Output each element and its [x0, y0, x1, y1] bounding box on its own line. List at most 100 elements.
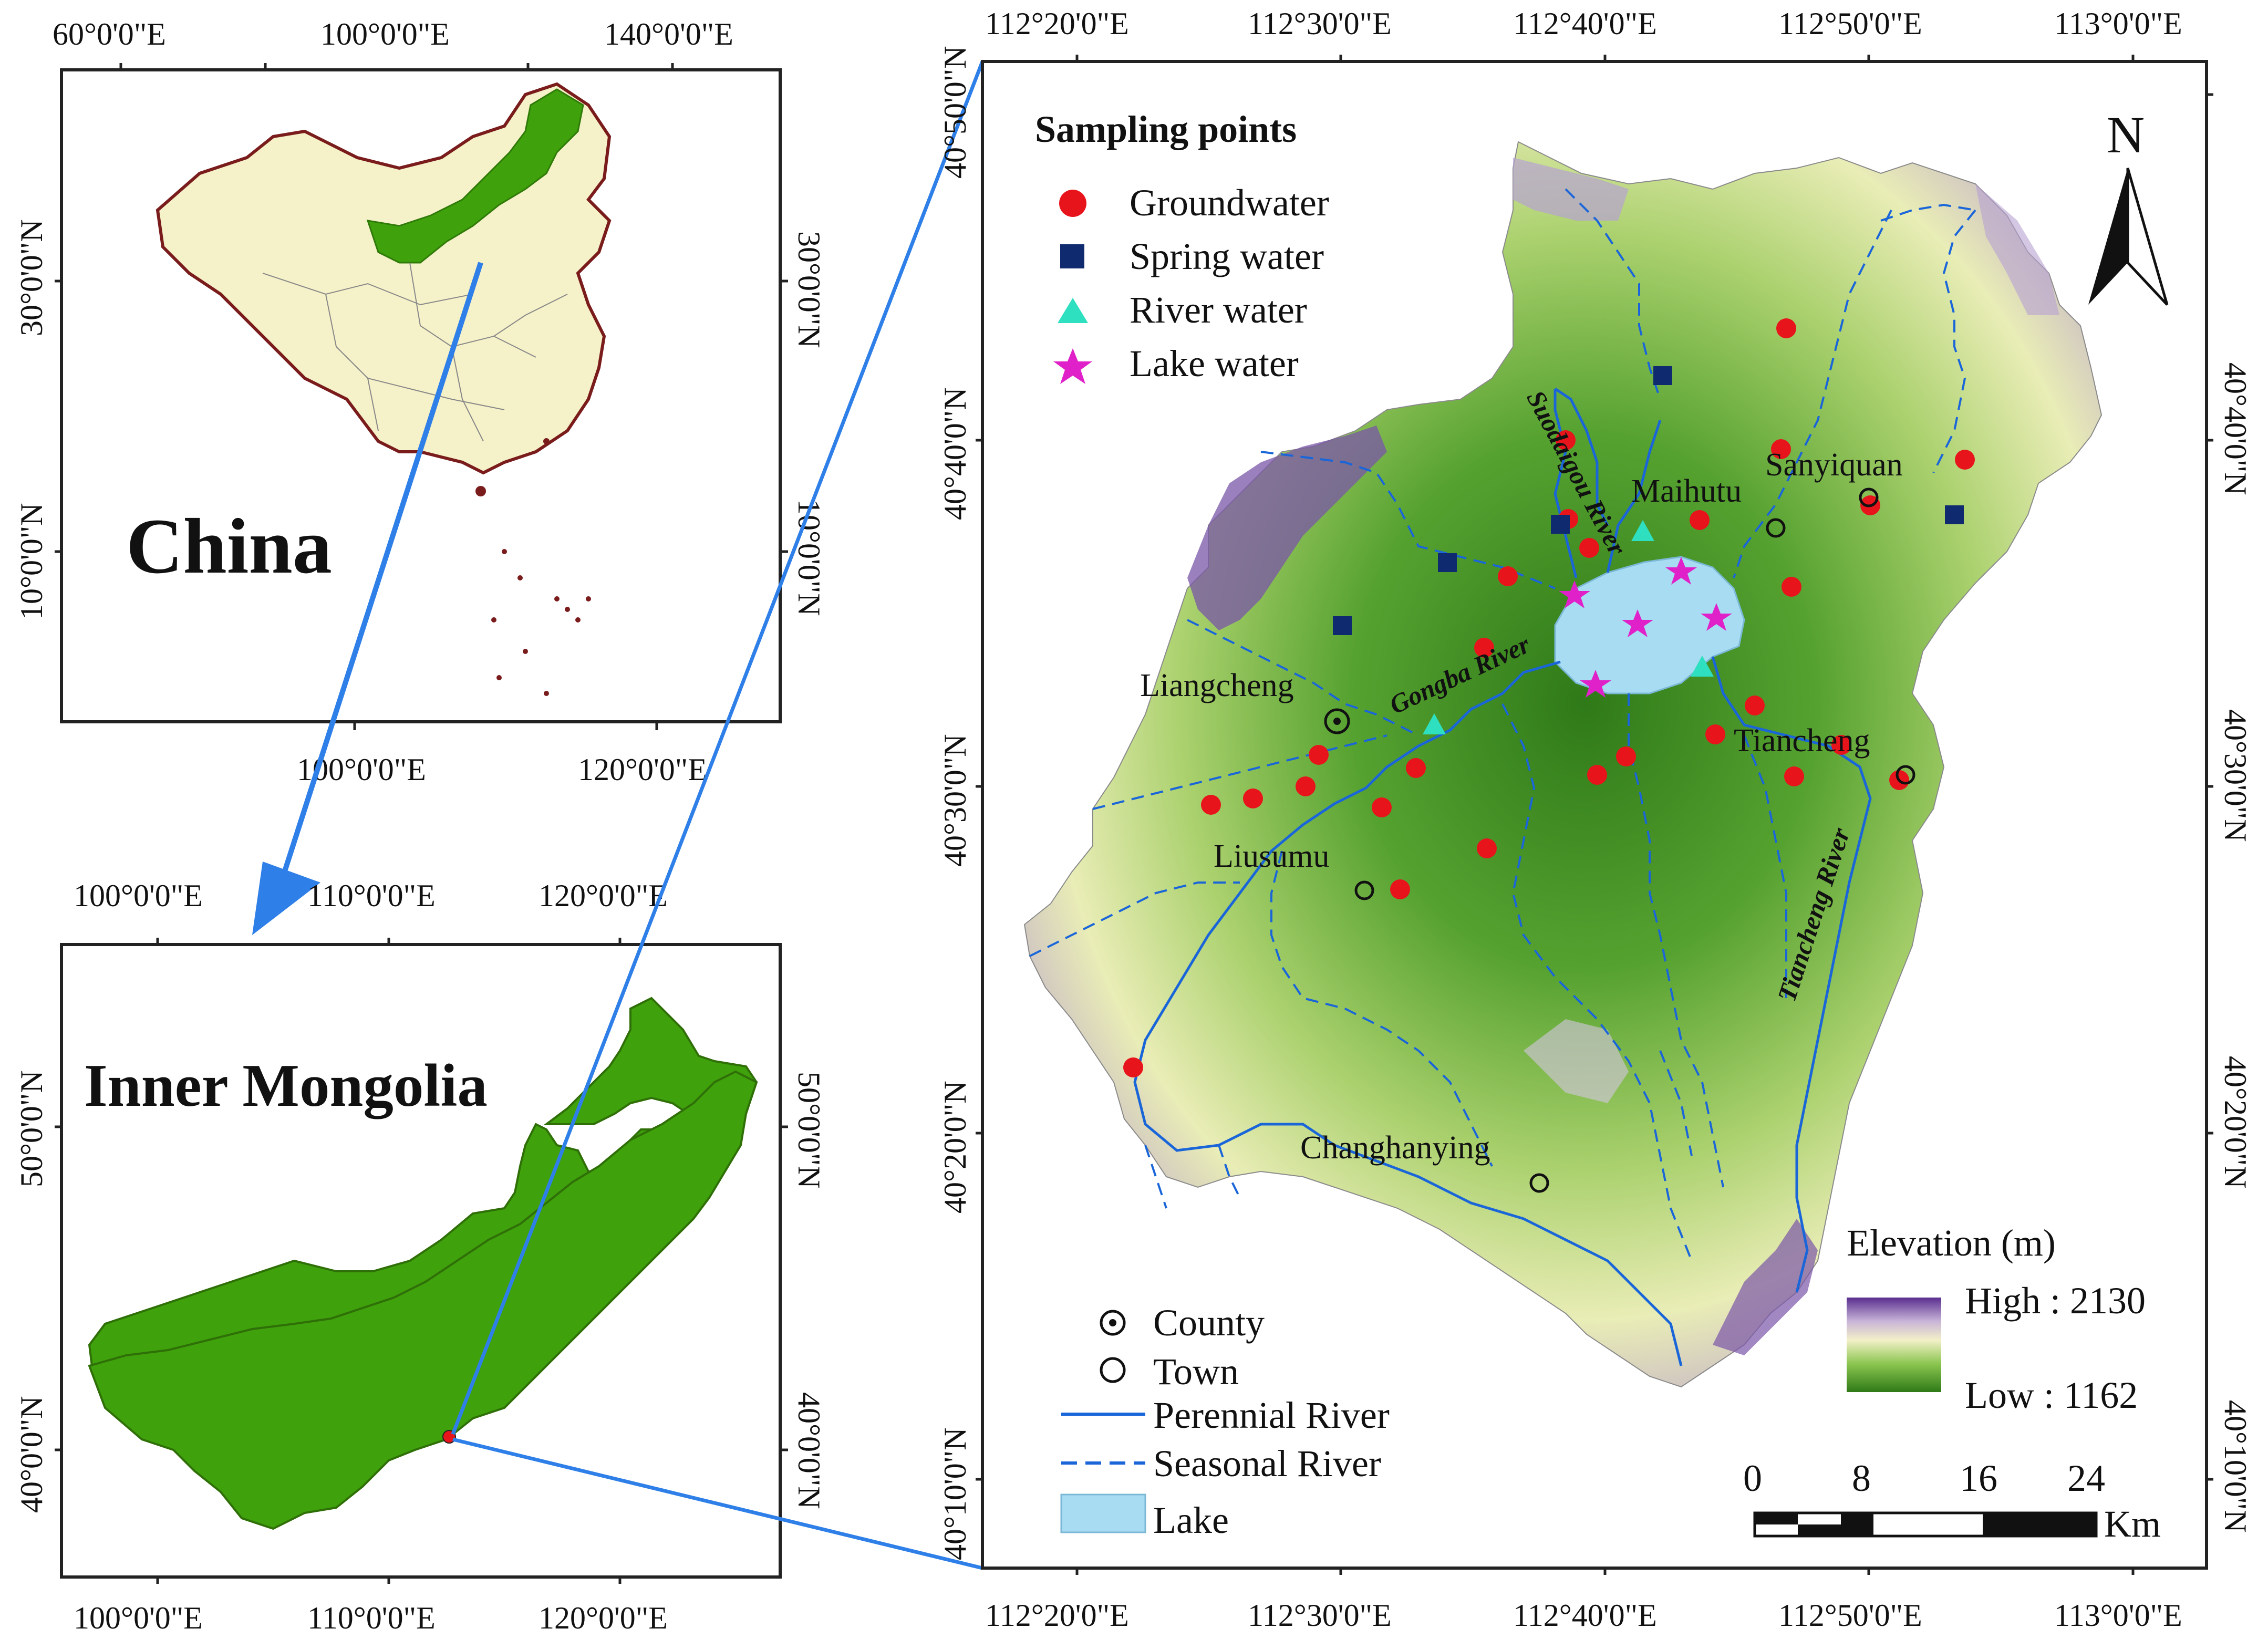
legend-perennial-label: Perennial River [1153, 1394, 1390, 1436]
town-marker [1354, 880, 1374, 900]
study-top-tick-0: 112°20'0"E [985, 6, 1129, 41]
im-left-tick-1: 40°0'0"N [14, 1396, 49, 1513]
study-bottom-tick-3: 112°50'0"E [1778, 1598, 1922, 1633]
legend-groundwater-label: Groundwater [1130, 182, 1329, 224]
legend-seasonal-label: Seasonal River [1153, 1443, 1381, 1485]
groundwater-point [1705, 724, 1725, 744]
spring-point [1551, 515, 1570, 534]
legend-lake-label: Lake water [1130, 343, 1299, 385]
study-left-tick-4: 40°10'0"N [938, 1427, 972, 1560]
study-tick-marks [976, 55, 2213, 1575]
groundwater-point [1784, 766, 1804, 786]
china-title: China [126, 503, 332, 590]
place-tiancheng: Tiancheng [1734, 723, 1870, 759]
river-water-point [1631, 520, 1654, 541]
study-left-tick-0: 40°50'0"N [938, 46, 972, 179]
legend-town-label: Town [1153, 1351, 1239, 1393]
groundwater-point [1243, 789, 1263, 808]
china-province-lines [262, 262, 568, 442]
im-right-tick-1: 40°0'0"N [792, 1392, 826, 1509]
im-top-tick-0: 100°0'0"E [74, 878, 203, 913]
place-liangcheng: Liangcheng [1140, 668, 1294, 703]
spring-point [1945, 505, 1964, 524]
study-bottom-tick-2: 112°40'0"E [1513, 1598, 1657, 1633]
groundwater-point [1616, 746, 1636, 766]
study-top-tick-1: 112°30'0"E [1248, 6, 1392, 41]
place-sanyiquan: Sanyiquan [1765, 447, 1903, 483]
legend-groundwater-symbol [1059, 190, 1086, 217]
china-to-im-arrow [252, 262, 483, 935]
town-marker [1896, 765, 1915, 785]
china-left-tick-1: 10°0'0"N [14, 503, 49, 620]
seasonal-rivers [1029, 188, 1976, 1261]
study-top-tick-2: 112°40'0"E [1513, 6, 1657, 41]
im-bottom-tick-0: 100°0'0"E [74, 1601, 203, 1635]
lake-water-point [1559, 580, 1590, 608]
groundwater-point [1477, 838, 1497, 858]
legend-county-dot [1109, 1319, 1116, 1326]
elevation-ramp [1847, 1298, 1941, 1392]
study-top-tick-3: 112°50'0"E [1778, 6, 1922, 41]
im-top-tick-2: 120°0'0"E [538, 878, 668, 913]
im-right-tick-0: 50°0'0"N [792, 1072, 826, 1189]
river-water-point [1691, 656, 1714, 677]
inner-mongolia-panel: Inner Mongolia 100°0'0"E 110°0'0"E 120°0… [14, 878, 826, 1635]
study-right-tick-1: 40°30'0"N [2218, 709, 2253, 842]
place-liusumu: Liusumu [1214, 838, 1329, 874]
groundwater-point [1776, 318, 1796, 338]
inner-mongolia-main [88, 1070, 758, 1530]
study-right-tick-0: 40°40'0"N [2218, 362, 2253, 495]
legend-river-symbol [1058, 298, 1088, 323]
china-tick-marks [55, 63, 788, 730]
study-left-tick-2: 40°30'0"N [938, 734, 972, 867]
groundwater-point [1123, 1057, 1143, 1077]
study-panel: 112°20'0"E 112°30'0"E 112°40'0"E 112°50'… [938, 6, 2253, 1633]
place-maihutu: Maihutu [1631, 473, 1742, 509]
study-top-tick-4: 113°0'0"E [2054, 6, 2182, 41]
lake-water-point [1701, 603, 1732, 631]
county-marker [1324, 708, 1350, 734]
groundwater-point [1498, 566, 1518, 586]
china-top-tick-2: 140°0'0"E [604, 17, 733, 51]
lower-legend: County Town Perennial River Seasonal Riv… [1060, 1302, 1390, 1541]
groundwater-point [1474, 638, 1494, 658]
china-islands [475, 438, 591, 696]
scale-label-0: 0 [1743, 1457, 1762, 1499]
groundwater-point [1309, 745, 1329, 765]
legend-title: Sampling points [1035, 108, 1297, 150]
spring-points [1333, 366, 1964, 635]
scale-label-16: 16 [1960, 1457, 1997, 1499]
im-bottom-tick-2: 120°0'0"E [538, 1601, 668, 1635]
elevation-legend: Elevation (m) High : 2130 Low : 1162 [1847, 1222, 2146, 1416]
elevation-low-label: Low : 1162 [1965, 1374, 2138, 1416]
im-tick-marks [55, 938, 788, 1584]
china-bottom-tick-1: 120°0'0"E [578, 752, 707, 787]
study-left-tick-1: 40°40'0"N [938, 387, 972, 520]
study-bottom-tick-1: 112°30'0"E [1248, 1598, 1392, 1633]
north-arrow-label: N [2107, 106, 2145, 164]
im-top-tick-1: 110°0'0"E [307, 878, 436, 913]
scale-unit: Km [2104, 1503, 2161, 1545]
highland-northeast [1975, 184, 2059, 315]
groundwater-point [1201, 795, 1221, 815]
river-water-point [1423, 713, 1446, 734]
highland-south [1713, 1219, 1818, 1355]
lake-water-points [1559, 557, 1732, 698]
town-marker [1859, 487, 1879, 507]
inner-mongolia-in-china [366, 88, 584, 264]
study-left-tick-3: 40°20'0"N [938, 1081, 972, 1213]
lake-water-point [1622, 609, 1653, 637]
north-arrow: N [2088, 106, 2169, 306]
groundwater-point [1831, 735, 1851, 755]
legend-town-symbol [1100, 1357, 1126, 1383]
spring-point [1653, 366, 1672, 385]
groundwater-point [1587, 765, 1607, 785]
legend-county-symbol [1100, 1310, 1126, 1336]
elevation-title: Elevation (m) [1847, 1222, 2056, 1264]
groundwater-point [1955, 450, 1975, 470]
county-marker-dot [1333, 718, 1341, 725]
town-marker [1766, 518, 1786, 538]
elevation-high-label: High : 2130 [1965, 1280, 2146, 1322]
groundwater-point [1390, 879, 1410, 899]
